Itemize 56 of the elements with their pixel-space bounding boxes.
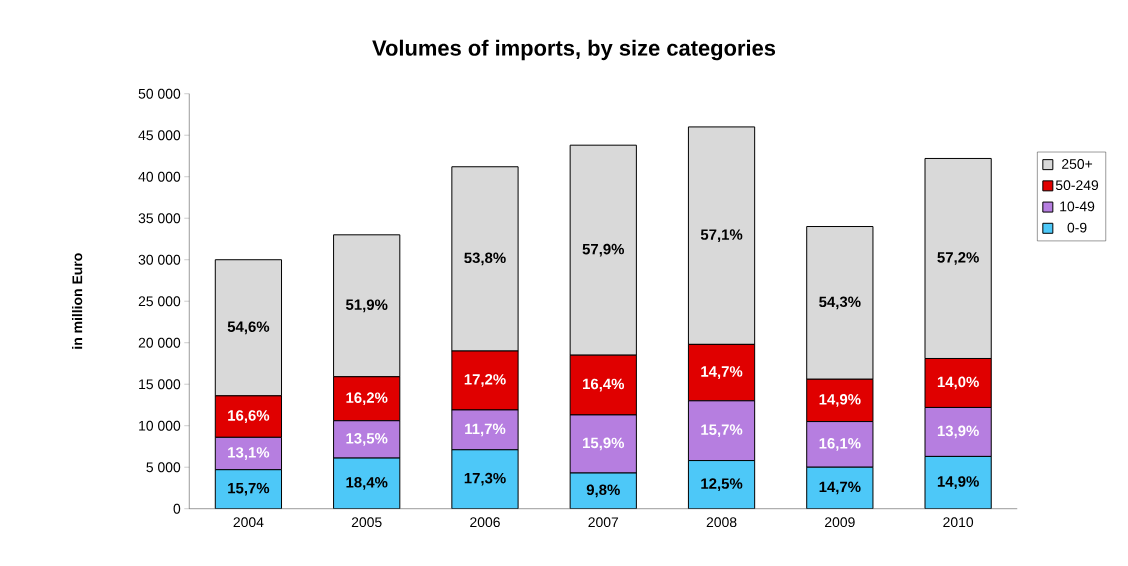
annotation: 54,6% — [227, 321, 270, 335]
annotation: 18,4% — [346, 477, 388, 490]
y-tick-label: 15 000 — [139, 379, 181, 390]
annotation: 16,4% — [583, 378, 625, 392]
y-tick-label: 45 000 — [138, 130, 181, 141]
annotation: 13,9% — [937, 425, 979, 439]
annotation: 15,9% — [583, 437, 625, 451]
x-tick-label: 2006 — [470, 517, 500, 528]
x-tick-label: 2005 — [351, 517, 382, 528]
legend-label: 10-49 — [1060, 201, 1095, 212]
annotation: 15,7% — [701, 424, 743, 438]
annotation: 16,6% — [228, 410, 270, 423]
annotation: 14,7% — [701, 366, 743, 379]
annotation: 14,9% — [937, 476, 979, 489]
chart-title: Volumes of imports, by size categories — [372, 39, 776, 61]
legend-label: 250+ — [1062, 159, 1093, 169]
x-tick-label: 2009 — [825, 517, 855, 528]
annotation: 16,1% — [819, 438, 861, 451]
y-tick-label: 10 000 — [139, 420, 181, 431]
annotation: 57,2% — [937, 252, 979, 265]
annotation: 53,8% — [464, 252, 506, 266]
y-tick-label: 50 000 — [138, 88, 181, 99]
annotation: 14,0% — [937, 376, 979, 390]
y-tick-label: 5 000 — [146, 462, 181, 473]
annotation: 57,9% — [582, 243, 625, 257]
bar — [451, 449, 519, 509]
annotation: 14,7% — [819, 481, 861, 495]
annotation: 9,8% — [586, 484, 620, 498]
legend-label: 50-249 — [1055, 180, 1099, 191]
annotation: 17,3% — [464, 472, 506, 486]
bar — [687, 460, 756, 509]
annotation: 57,1% — [700, 229, 743, 242]
y-tick-label: 40 000 — [138, 171, 181, 182]
y-tick-label: 25 000 — [138, 296, 181, 307]
x-tick-label: 2004 — [233, 517, 264, 528]
annotation: 15,7% — [228, 482, 270, 496]
annotation: 54,3% — [819, 296, 861, 310]
x-tick-label: 2008 — [706, 517, 737, 528]
y-axis-title: in million Euro — [72, 253, 83, 349]
x-tick-label: 2010 — [943, 517, 974, 528]
y-tick-label: 30 000 — [138, 254, 181, 265]
bar — [924, 455, 992, 509]
annotation: 17,2% — [464, 374, 506, 387]
y-tick-label: 20 000 — [138, 337, 181, 348]
y-tick-label: 35 000 — [138, 213, 181, 224]
x-tick-label: 2007 — [588, 517, 619, 528]
annotation: 13,5% — [346, 433, 388, 446]
annotation: 12,5% — [701, 478, 743, 492]
bar — [333, 457, 401, 509]
annotation: 13,1% — [228, 447, 270, 460]
annotation: 16,2% — [346, 392, 388, 406]
annotation: 14,9% — [819, 394, 861, 407]
y-tick-label: 0 — [173, 503, 181, 514]
annotation: 51,9% — [345, 299, 388, 313]
legend-label: 0-9 — [1067, 222, 1087, 233]
annotation: 11,7% — [465, 423, 506, 437]
